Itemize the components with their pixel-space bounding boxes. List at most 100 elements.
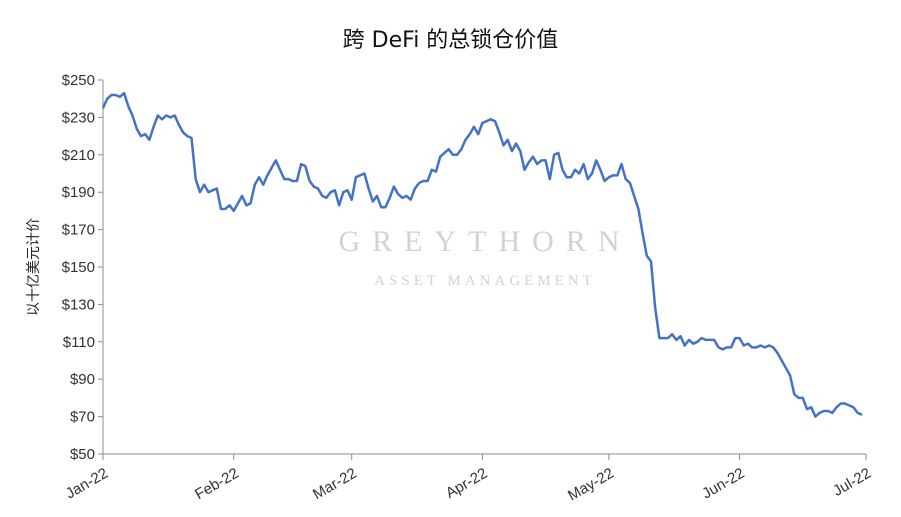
- data-point: [570, 176, 572, 178]
- y-axis-ticks: $50 $70 $90 $110 $130 $150 $170 $190 $210 $230 $25…: [62, 72, 103, 463]
- data-point: [545, 159, 547, 161]
- data-point: [819, 412, 821, 414]
- y-axis-label: 以十亿美元计价: [26, 218, 42, 316]
- data-point: [115, 94, 117, 96]
- data-point: [823, 410, 825, 412]
- data-point: [620, 163, 623, 165]
- data-point: [405, 195, 408, 197]
- data-point: [599, 169, 602, 171]
- data-point: [351, 199, 353, 201]
- data-point: [650, 260, 652, 262]
- data-point: [806, 408, 808, 410]
- y-tick-label: $150: [62, 259, 95, 276]
- x-tick-label: Apr-22: [443, 465, 490, 502]
- data-point: [814, 416, 817, 418]
- data-point: [515, 143, 517, 145]
- data-point: [355, 176, 357, 178]
- data-point: [153, 126, 155, 128]
- data-point: [165, 114, 167, 117]
- x-axis-ticks: Jan-22 Feb-22 Mar-22 Apr-22 May-22 Jun-22 Jul-…: [63, 454, 874, 504]
- x-tick-label: Jul-22: [830, 465, 874, 500]
- data-point: [642, 232, 644, 234]
- data-point: [612, 174, 614, 176]
- y-tick-label: $70: [70, 409, 95, 426]
- data-point: [144, 133, 146, 135]
- data-point: [321, 195, 323, 197]
- data-point: [262, 184, 264, 186]
- data-point: [738, 337, 741, 339]
- data-point: [713, 339, 715, 341]
- data-point: [734, 337, 736, 339]
- data-point: [494, 120, 496, 122]
- data-point: [376, 195, 378, 197]
- data-point: [536, 163, 538, 165]
- data-point: [755, 346, 758, 348]
- data-point: [410, 199, 412, 201]
- data-point: [616, 174, 618, 176]
- data-point: [325, 197, 327, 199]
- data-point: [730, 346, 732, 348]
- data-point: [220, 208, 222, 210]
- data-point: [840, 402, 842, 405]
- data-point: [418, 182, 420, 184]
- data-point: [604, 180, 606, 182]
- y-tick-label: $130: [62, 296, 95, 313]
- data-point: [287, 178, 290, 180]
- data-point: [363, 172, 365, 175]
- data-point: [271, 167, 273, 169]
- data-point: [309, 180, 311, 182]
- data-point: [848, 404, 850, 406]
- data-point: [523, 169, 526, 171]
- data-point: [751, 346, 753, 348]
- y-tick-label: $90: [70, 371, 95, 388]
- x-tick-label: Jan-22: [63, 465, 111, 503]
- data-point: [549, 178, 551, 180]
- data-point: [452, 154, 454, 156]
- data-point: [372, 200, 374, 203]
- data-point: [785, 367, 787, 369]
- data-point: [317, 187, 319, 190]
- data-point: [228, 204, 231, 206]
- data-point: [486, 120, 488, 122]
- data-point: [123, 92, 125, 94]
- data-point: [781, 359, 783, 362]
- data-point: [275, 159, 277, 161]
- data-point: [380, 206, 382, 208]
- data-point: [646, 255, 648, 257]
- data-point: [397, 193, 399, 195]
- data-point: [186, 135, 188, 137]
- data-point: [831, 412, 833, 414]
- data-point: [608, 176, 610, 178]
- data-point: [701, 337, 703, 339]
- data-point: [431, 169, 433, 171]
- data-point: [334, 189, 336, 191]
- data-point: [578, 172, 580, 175]
- data-point: [212, 189, 214, 191]
- data-point: [667, 337, 669, 339]
- data-point: [346, 189, 349, 191]
- data-point: [237, 202, 239, 204]
- data-point: [224, 208, 226, 210]
- data-point: [507, 139, 509, 141]
- data-point: [726, 346, 728, 348]
- data-point: [625, 178, 627, 180]
- data-point: [764, 346, 766, 348]
- x-tick-label: Feb-22: [192, 465, 242, 503]
- data-point: [249, 202, 252, 204]
- data-point: [342, 191, 344, 193]
- data-point: [241, 195, 243, 197]
- data-point: [861, 414, 863, 416]
- data-point: [233, 210, 235, 212]
- data-point: [481, 122, 483, 124]
- data-point: [136, 128, 138, 130]
- data-point: [532, 156, 534, 158]
- data-point: [313, 186, 315, 188]
- data-point: [292, 180, 294, 182]
- data-point: [663, 337, 665, 339]
- data-point: [414, 187, 416, 190]
- x-tick-label: Jun-22: [699, 465, 747, 503]
- data-point: [401, 197, 403, 199]
- data-point: [178, 124, 180, 126]
- series-points: [102, 92, 863, 418]
- data-point: [587, 178, 589, 180]
